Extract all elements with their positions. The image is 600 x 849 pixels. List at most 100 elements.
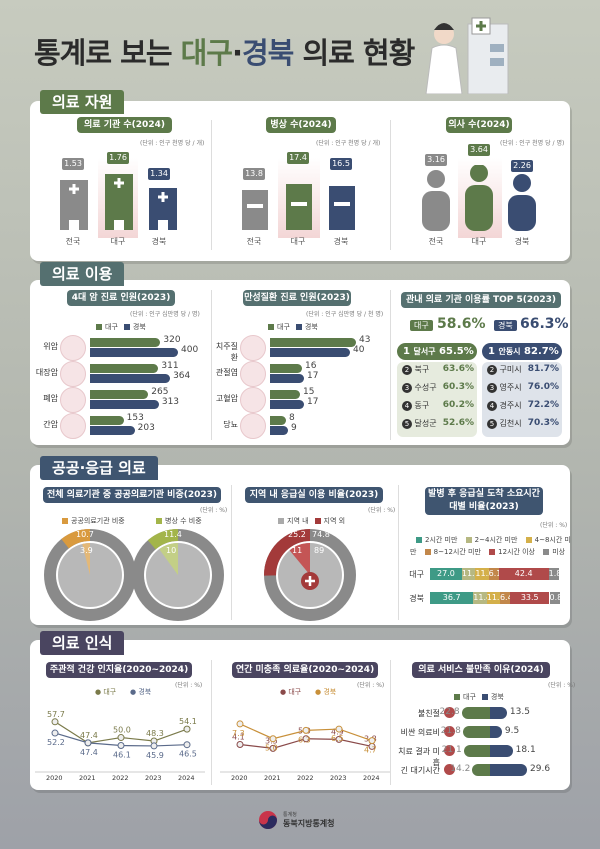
bar-daegu <box>472 764 490 776</box>
svg-text:45.9: 45.9 <box>146 751 164 760</box>
footer-logo: 통계청 동북지방통계청 <box>258 810 335 830</box>
svg-text:2020: 2020 <box>231 774 248 782</box>
svg-text:6.3: 6.3 <box>298 735 311 744</box>
svg-text:74.8: 74.8 <box>312 530 330 539</box>
page-title: 통계로 보는 대구·경북 의료 현황 <box>34 36 415 70</box>
stacked-segment: 42.4 <box>498 568 549 580</box>
category-label: 당뇨 <box>223 420 238 429</box>
svg-text:5.0: 5.0 <box>265 744 278 753</box>
bar-gyeongbuk <box>490 745 513 757</box>
svg-text:46.5: 46.5 <box>179 750 197 759</box>
svg-text:54.1: 54.1 <box>179 717 197 726</box>
doctor-illustration <box>425 17 509 94</box>
bar-daegu <box>90 416 124 425</box>
svg-text:● 경북: ● 경북 <box>130 688 152 696</box>
line-charts: 57.7 47.4 50.0 48.3 54.1 52.2 47.4 46.1 45.9 46.5… <box>35 688 390 782</box>
stacked-segment: 6.4 <box>499 592 513 604</box>
stacked-segment: 11.5 <box>461 568 480 580</box>
category-label: 고혈압 <box>215 394 238 403</box>
svg-text:48.3: 48.3 <box>146 729 164 738</box>
svg-text:50.0: 50.0 <box>113 726 131 735</box>
svg-text:11.4: 11.4 <box>164 530 182 539</box>
category-icon <box>60 335 86 361</box>
section-medical-resources: 의료 자원 <box>40 90 125 114</box>
bar-daegu <box>270 364 302 373</box>
bar-gyeongbuk <box>490 707 507 719</box>
svg-text:6.5: 6.5 <box>331 734 344 743</box>
bar-daegu <box>270 390 300 399</box>
svg-text:2024: 2024 <box>178 774 195 782</box>
value-national: 1.53 <box>62 158 84 170</box>
category-icon <box>240 335 266 361</box>
bar-daegu <box>462 726 490 738</box>
chart-title-beds: 병상 수(2024) <box>266 117 336 133</box>
doctor-bars <box>422 165 536 231</box>
svg-text:52.2: 52.2 <box>47 738 65 747</box>
stacked-segment: 33.5 <box>509 592 550 604</box>
category-label: 폐암 <box>43 394 58 403</box>
svg-text:2022: 2022 <box>112 774 129 782</box>
svg-text:2022: 2022 <box>297 774 314 782</box>
bar-daegu <box>270 416 286 425</box>
svg-text:89: 89 <box>314 546 324 555</box>
category-icon <box>60 413 86 439</box>
stacked-segment: 1.8 <box>548 568 562 580</box>
taegeuk-icon <box>259 811 277 829</box>
bar-gyeongbuk <box>90 374 171 383</box>
reason-icon <box>444 707 455 718</box>
svg-text:47.4: 47.4 <box>80 731 98 740</box>
value-gyeongbuk: 1.34 <box>148 168 170 180</box>
reason-icon <box>444 726 455 737</box>
svg-text:2023: 2023 <box>330 774 347 782</box>
svg-text:2020: 2020 <box>46 774 63 782</box>
category-icon <box>240 361 266 387</box>
stacked-segment: 11.2 <box>475 568 494 580</box>
svg-text:4.7: 4.7 <box>364 746 377 755</box>
top5-item: 5 김천시 70.3% <box>487 418 559 429</box>
bar-gyeongbuk <box>270 348 350 357</box>
stacked-segment: 36.7 <box>430 592 474 604</box>
top5-item: 3 영주시 76.0% <box>487 382 559 393</box>
category-label: 관절염 <box>215 368 238 377</box>
category-label: 간암 <box>43 420 58 429</box>
bar-gyeongbuk <box>90 400 159 409</box>
bar-daegu <box>90 390 149 399</box>
reason-icon <box>444 745 455 756</box>
svg-text:47.4: 47.4 <box>80 748 98 757</box>
hospital-bars <box>60 174 177 230</box>
stacked-segment: 27.0 <box>430 568 462 580</box>
section-medical-perception: 의료 인식 <box>40 631 125 655</box>
bar-daegu <box>270 338 356 347</box>
top5-item: 2 구미시 81.7% <box>487 364 559 375</box>
svg-text:7.3: 7.3 <box>232 729 245 738</box>
stacked-segment: 11.4 <box>473 592 492 604</box>
svg-text:10: 10 <box>166 546 176 555</box>
top5-first: 1 안동시 82.7% <box>482 343 562 360</box>
svg-text:2021: 2021 <box>264 774 281 782</box>
unit-label: (단위 : 인구 천명 당 / 개) <box>140 140 205 147</box>
bar-gyeongbuk <box>90 348 178 357</box>
bar-daegu <box>461 707 490 719</box>
value-daegu: 1.76 <box>107 152 129 164</box>
bar-gyeongbuk <box>490 764 527 776</box>
svg-text:2024: 2024 <box>363 774 380 782</box>
svg-text:10.7: 10.7 <box>76 530 94 539</box>
svg-text:25.2: 25.2 <box>288 530 306 539</box>
bar-gyeongbuk <box>270 374 304 383</box>
stacked-segment: 0.8 <box>549 592 563 604</box>
svg-text:4.1: 4.1 <box>232 733 245 742</box>
category-icon <box>240 387 266 413</box>
category-icon <box>60 361 86 387</box>
category-icon <box>240 413 266 439</box>
svg-text:● 대구: ● 대구 <box>95 688 117 696</box>
svg-text:2023: 2023 <box>145 774 162 782</box>
section-public-emergency: 공공·응급 의료 <box>40 456 158 480</box>
bar-daegu <box>90 364 159 373</box>
reason-icon <box>444 764 455 775</box>
svg-text:57.7: 57.7 <box>47 710 65 719</box>
donut-charts: 10.7 3.9 11.4 10 25.2 74.8 11 89 <box>44 529 356 621</box>
top5-item: 4 경주시 72.2% <box>487 400 559 411</box>
svg-text:2021: 2021 <box>79 774 96 782</box>
top5-first: 1 달서구 65.5% <box>397 343 477 360</box>
section-medical-usage: 의료 이용 <box>40 262 125 286</box>
